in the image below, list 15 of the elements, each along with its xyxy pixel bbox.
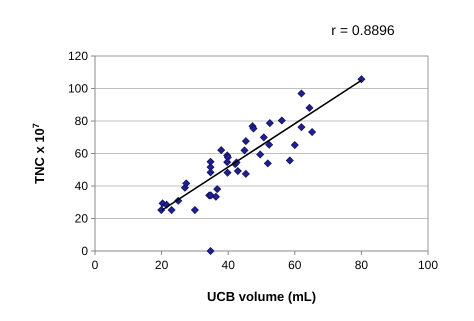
text: r = 0.8896 — [331, 22, 395, 38]
y-tick-label: 120 — [68, 49, 88, 63]
x-tick-label: 100 — [418, 258, 438, 272]
x-tick-label: 0 — [92, 258, 99, 272]
y-tick-label: 100 — [68, 82, 88, 96]
x-tick-label: 60 — [288, 258, 302, 272]
y-tick-label: 0 — [81, 244, 88, 258]
x-tick-label: 40 — [222, 258, 236, 272]
y-tick-label: 40 — [74, 179, 88, 193]
y-tick-label: 60 — [74, 146, 88, 160]
x-axis-title: UCB volume (mL) — [206, 289, 316, 304]
y-tick-label: 80 — [74, 114, 88, 128]
y-tick-label: 20 — [74, 212, 88, 226]
x-tick-label: 20 — [154, 258, 169, 272]
x-tick-label: 80 — [354, 258, 368, 272]
